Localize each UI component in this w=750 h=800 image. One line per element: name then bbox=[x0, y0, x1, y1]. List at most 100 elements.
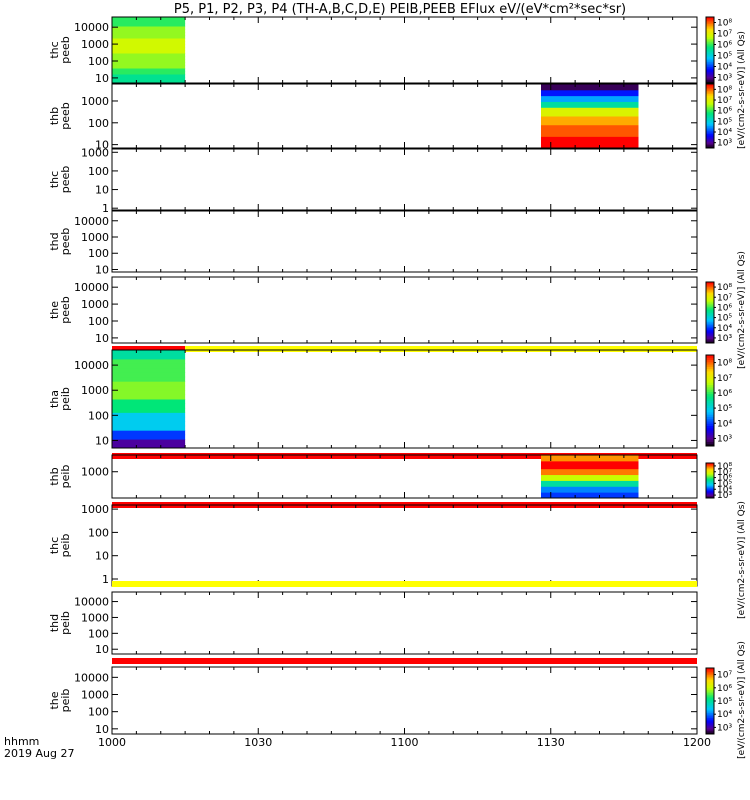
colorbar-cell bbox=[706, 74, 714, 77]
y-axis-label: the bbox=[48, 691, 61, 709]
colorbar-cell bbox=[706, 54, 714, 58]
colorbar-title: [eV/(cm2-s-sr-eV)] (All Qs) bbox=[737, 641, 747, 759]
colorbar-cell bbox=[706, 304, 714, 307]
colorbar-cell bbox=[706, 84, 714, 87]
y-tick-label: 100 bbox=[88, 706, 109, 719]
y-axis-label: the bbox=[48, 301, 61, 319]
colorbar-cell bbox=[706, 112, 714, 115]
heatmap-cell bbox=[541, 116, 639, 120]
colorbar-cell bbox=[706, 59, 714, 63]
heatmap-cell bbox=[541, 84, 639, 88]
colorbar-tick-label: 10⁶ bbox=[717, 684, 732, 694]
colorbar-cell bbox=[706, 474, 714, 476]
heatmap-cell bbox=[541, 98, 639, 102]
heatmap-cell bbox=[112, 425, 186, 431]
colorbar-tick-label: 10³ bbox=[717, 434, 732, 444]
y-tick-label: 100 bbox=[88, 55, 109, 68]
colorbar-cell bbox=[706, 380, 714, 383]
colorbar-cell bbox=[706, 491, 714, 494]
colorbar-cell bbox=[706, 717, 714, 720]
colorbar-cell bbox=[706, 677, 714, 681]
colorbar-frame bbox=[705, 83, 715, 149]
colorbar-tick-label: 10⁴ bbox=[717, 63, 732, 73]
y-tick-label: 10 bbox=[95, 332, 109, 345]
colorbar-tick-label: 10⁶ bbox=[717, 107, 732, 117]
colorbar-cell bbox=[706, 719, 714, 722]
colorbar-cell bbox=[706, 720, 714, 723]
heatmap-cell bbox=[112, 35, 186, 39]
colorbar-tick-label: 10⁴ bbox=[717, 419, 732, 429]
heatmap-cell bbox=[112, 390, 186, 396]
colorbar-cell bbox=[706, 694, 714, 697]
colorbar-cell bbox=[706, 41, 714, 44]
chart-title: P5, P1, P2, P3, P4 (TH-A,B,C,D,E) PEIB,P… bbox=[173, 2, 627, 17]
colorbar-cell bbox=[706, 25, 714, 28]
panel-frame bbox=[111, 666, 698, 735]
heatmap-cell bbox=[541, 472, 639, 476]
colorbar-cell bbox=[706, 389, 714, 392]
colorbar-cell bbox=[706, 373, 714, 376]
colorbar-cell bbox=[706, 101, 714, 104]
colorbar-cell bbox=[706, 108, 714, 111]
colorbar-cell bbox=[706, 468, 714, 470]
colorbar-cell bbox=[706, 494, 714, 496]
colorbar-cell bbox=[706, 691, 714, 694]
y-axis-label: thc bbox=[48, 171, 61, 188]
colorbar-frame bbox=[705, 462, 715, 499]
heatmap-cell bbox=[112, 41, 186, 45]
colorbar-cell bbox=[706, 323, 714, 326]
colorbar-cell bbox=[706, 398, 714, 401]
heatmap-cell bbox=[541, 139, 639, 143]
colorbar-cell bbox=[706, 317, 714, 320]
colorbar-cell bbox=[706, 36, 714, 39]
y-tick-label: 1 bbox=[102, 573, 109, 586]
y-axis-label: thd bbox=[48, 232, 61, 250]
colorbar-tick-label: 10⁷ bbox=[717, 671, 732, 681]
colorbar-tick-label: 10⁸ bbox=[717, 462, 732, 472]
colorbar-cell bbox=[706, 496, 714, 498]
colorbar-tick-label: 10³ bbox=[717, 139, 732, 149]
heatmap-cell bbox=[541, 464, 639, 468]
colorbar-tick-label: 10⁷ bbox=[717, 293, 732, 303]
y-tick-label: 100 bbox=[88, 117, 109, 130]
colorbar-title: [eV/(cm2-s-sr-eV)] (All Qs) bbox=[737, 251, 747, 369]
colorbar-frame bbox=[705, 354, 715, 447]
colorbar-cell bbox=[706, 320, 714, 323]
colorbar-cell bbox=[706, 382, 714, 386]
colorbar-cell bbox=[706, 400, 714, 404]
colorbar-cell bbox=[706, 138, 714, 141]
heatmap-cell bbox=[541, 468, 639, 472]
heatmap-cell bbox=[112, 80, 186, 84]
colorbar-cell bbox=[706, 28, 714, 31]
y-axis-label: peib bbox=[59, 611, 72, 635]
colorbar-tick-label: 10⁶ bbox=[717, 389, 732, 399]
colorbar-cell bbox=[706, 309, 714, 312]
colorbar-cell bbox=[706, 45, 714, 48]
colorbar-cell bbox=[706, 48, 714, 51]
colorbar-cell bbox=[706, 729, 714, 732]
colorbar-cell bbox=[706, 722, 714, 725]
colorbar-cell bbox=[706, 492, 714, 495]
heatmap-cell bbox=[112, 403, 186, 409]
heatmap-cell bbox=[112, 443, 186, 449]
colorbar-cell bbox=[706, 416, 714, 420]
heatmap-cell bbox=[112, 434, 186, 440]
colorbar-cell bbox=[706, 146, 714, 149]
y-tick-label: 10000 bbox=[74, 359, 109, 372]
colorbar-frame bbox=[705, 281, 715, 344]
y-axis-label: thb bbox=[48, 107, 61, 125]
colorbar-tick-label: 10⁴ bbox=[717, 485, 732, 495]
colorbar-cell bbox=[706, 402, 714, 406]
y-tick-label: 1000 bbox=[81, 689, 109, 702]
y-axis-label: peib bbox=[59, 689, 72, 713]
heatmap-cell bbox=[541, 462, 639, 466]
time-tick-label: 1030 bbox=[244, 736, 272, 749]
colorbar-tick-label: 10³ bbox=[717, 491, 732, 501]
heatmap-cell bbox=[112, 367, 186, 373]
colorbar-cell bbox=[706, 300, 714, 303]
colorbar-cell bbox=[706, 476, 714, 478]
colorbar-cell bbox=[706, 674, 714, 677]
heatmap-cell bbox=[112, 71, 186, 75]
colorbar-cell bbox=[706, 338, 714, 341]
time-tick-label: 1100 bbox=[391, 736, 419, 749]
